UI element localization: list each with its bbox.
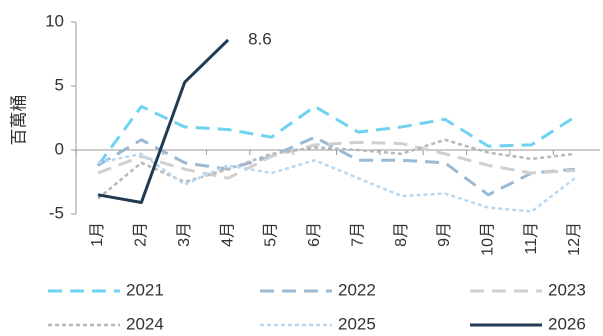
x-tick-label: 7月: [349, 222, 366, 247]
x-tick-label: 4月: [219, 222, 236, 247]
y-tick-label: 10: [45, 11, 64, 30]
data-label: 8.6: [248, 29, 272, 48]
series-line: [97, 38, 230, 204]
y-tick-label: -5: [49, 203, 64, 222]
x-tick-label: 12月: [566, 222, 583, 256]
x-tick-label: 6月: [306, 222, 323, 247]
series-line: [97, 140, 576, 180]
series-line: [97, 135, 576, 197]
y-tick-label: 0: [55, 139, 64, 158]
x-tick-label: 8月: [393, 222, 410, 247]
series-line: [97, 138, 576, 200]
legend-label: 2025: [338, 314, 376, 333]
legend-label: 2023: [548, 280, 586, 299]
legend-label: 2021: [126, 280, 164, 299]
x-tick-label: 3月: [176, 222, 193, 247]
y-tick-label: 5: [55, 75, 64, 94]
x-tick-label: 5月: [263, 222, 280, 247]
legend-label: 2024: [126, 314, 164, 333]
series-line: [96, 104, 576, 167]
x-tick-label: 11月: [523, 222, 540, 255]
y-axis-label: 百萬桶: [9, 95, 28, 146]
x-tick-label: 2月: [133, 222, 150, 247]
legend-label: 2022: [338, 280, 376, 299]
series-line: [97, 152, 576, 213]
x-tick-label: 1月: [89, 222, 106, 247]
legend-label: 2026: [548, 314, 586, 333]
x-tick-label: 10月: [479, 222, 496, 256]
x-tick-label: 9月: [436, 222, 453, 247]
